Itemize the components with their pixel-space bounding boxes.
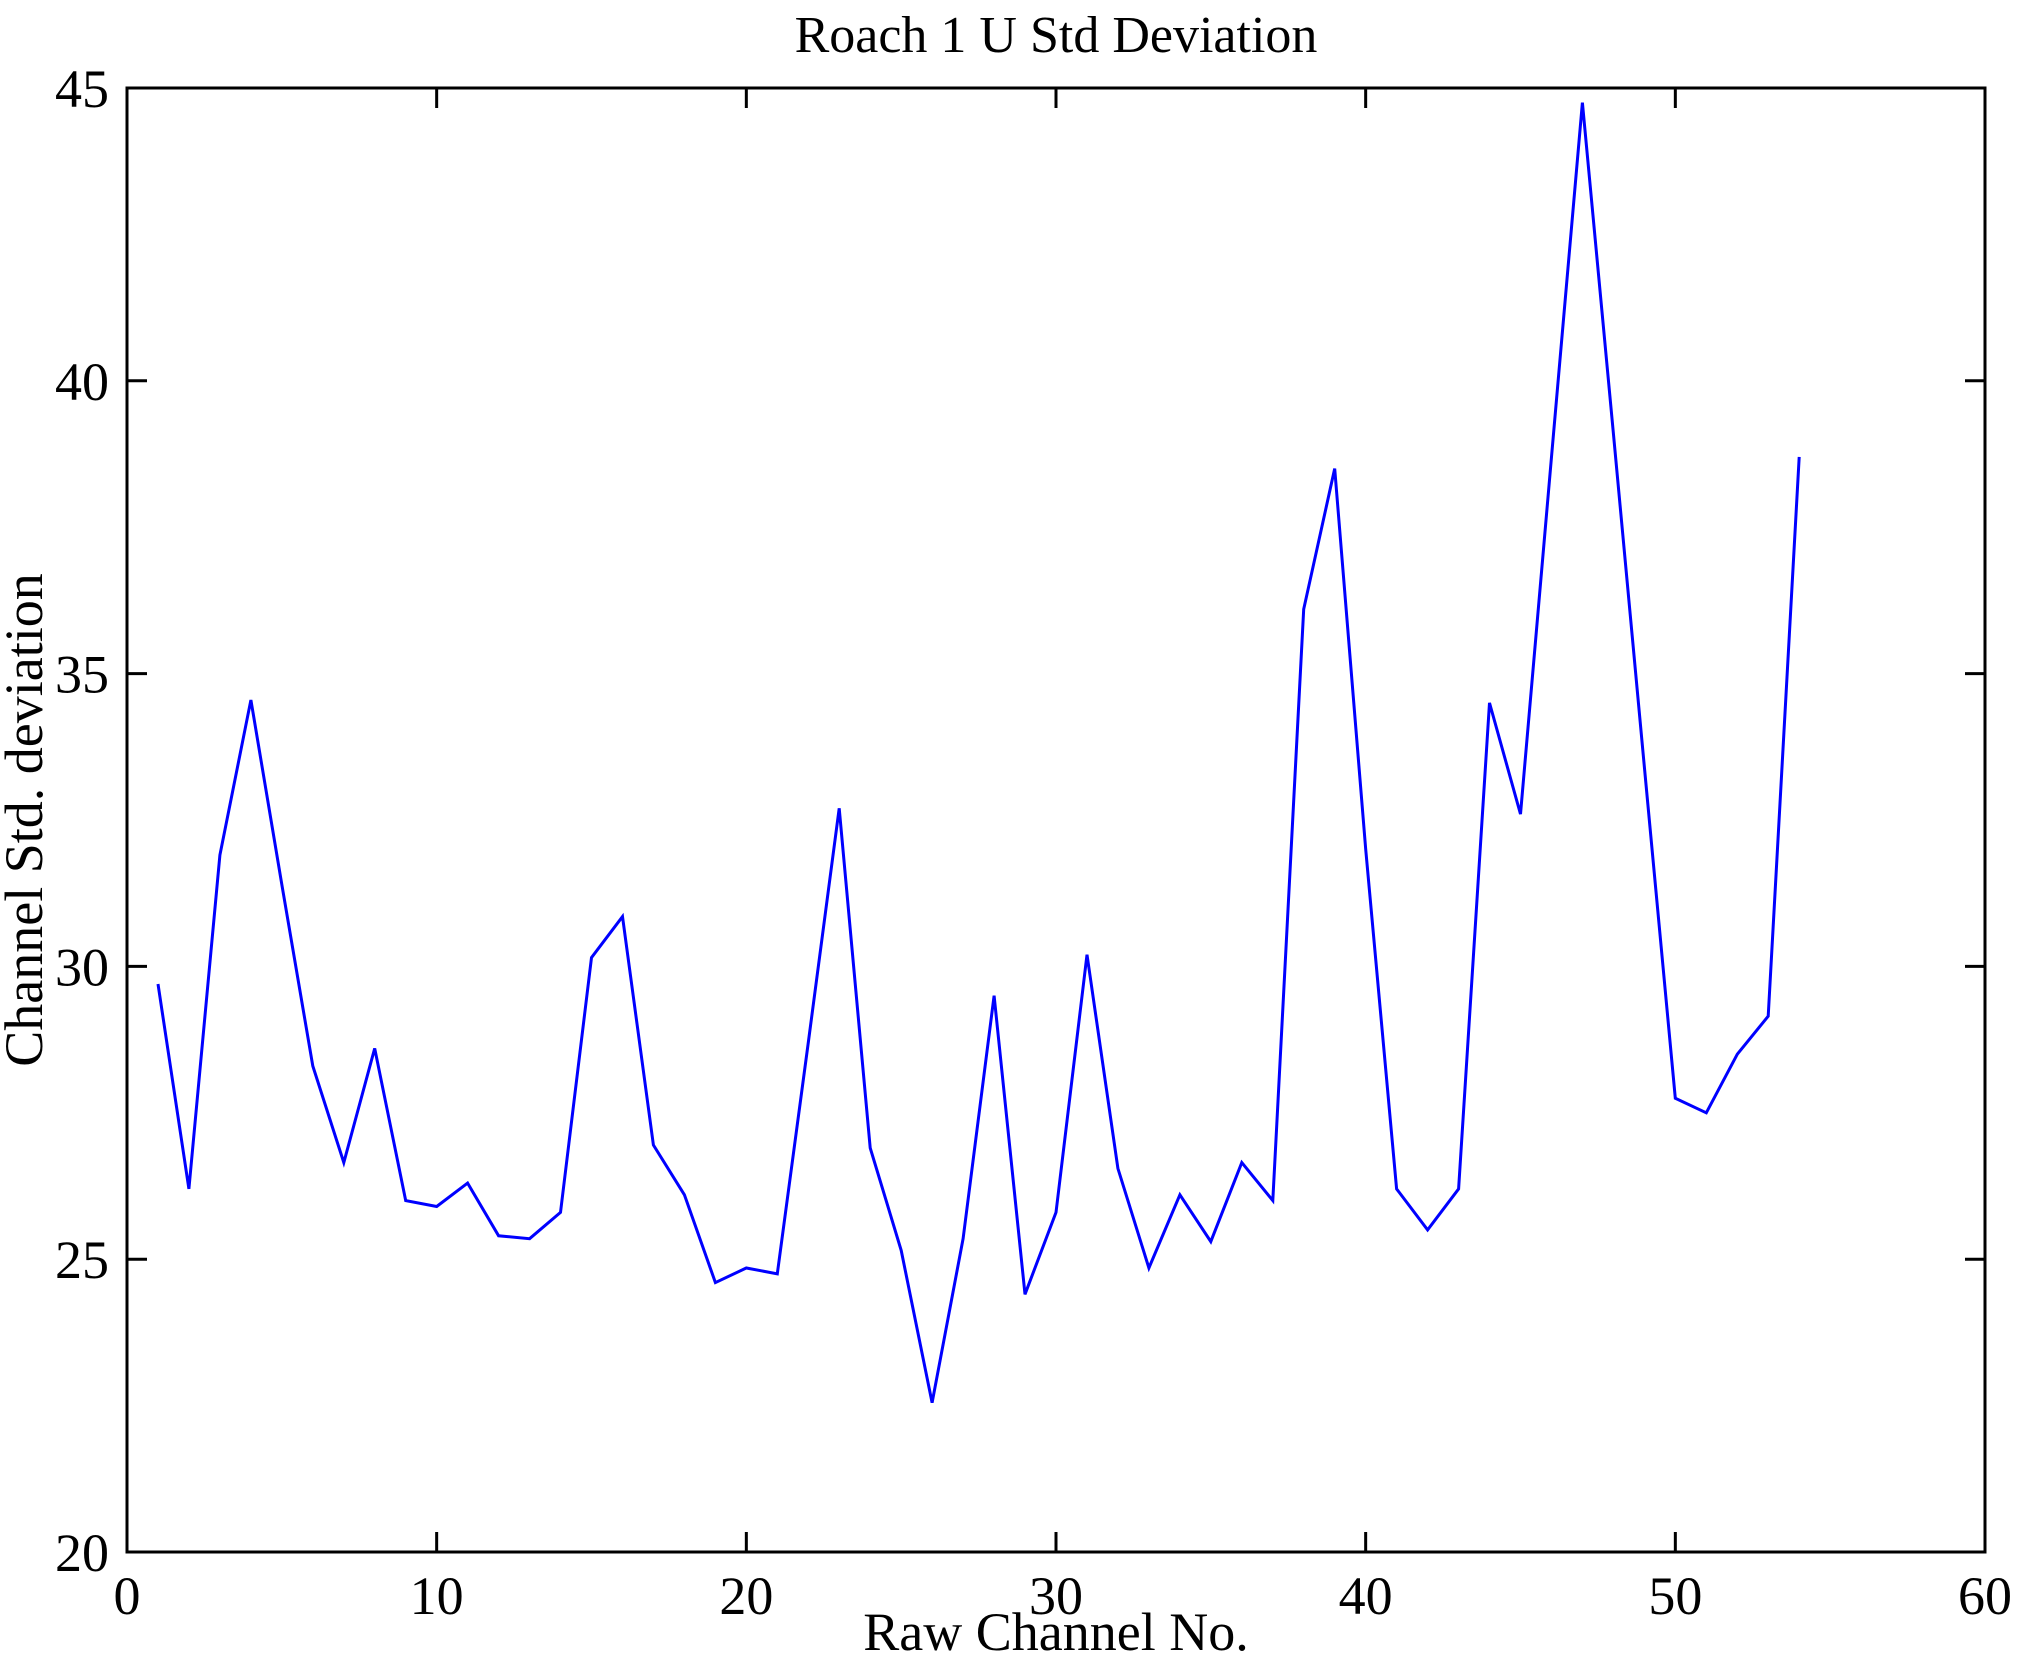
y-tick-label: 40: [55, 352, 109, 412]
x-tick-label: 30: [1029, 1566, 1083, 1626]
x-tick-label: 60: [1958, 1566, 2012, 1626]
y-tick-label: 30: [55, 937, 109, 997]
chart-title: Roach 1 U Std Deviation: [795, 7, 1318, 64]
x-tick-label: 10: [410, 1566, 464, 1626]
plot-frame: [125, 86, 1987, 1554]
axis-ticks: [125, 86, 1987, 1554]
x-axis-label: Raw Channel No.: [863, 1602, 1248, 1662]
data-line: [156, 102, 1801, 1403]
x-tick-label: 50: [1648, 1566, 1702, 1626]
x-tick-label: 20: [719, 1566, 773, 1626]
axis-tick-labels: 0 10 20 30 40 50 60 20 25 30 35 40 45: [55, 59, 2012, 1626]
y-tick-label: 25: [55, 1230, 109, 1290]
y-tick-label: 45: [55, 59, 109, 119]
x-tick-label: 40: [1339, 1566, 1393, 1626]
y-tick-label: 20: [55, 1523, 109, 1583]
x-tick-label: 0: [114, 1566, 141, 1626]
data-series: [156, 102, 1801, 1403]
y-tick-label: 35: [55, 645, 109, 705]
y-axis-label: Channel Std. deviation: [0, 573, 54, 1066]
